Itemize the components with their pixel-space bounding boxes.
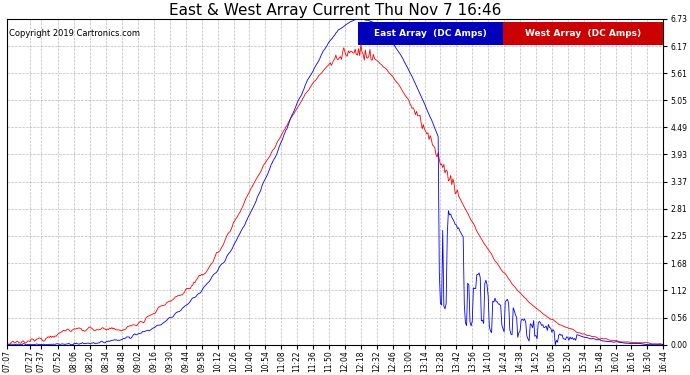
FancyBboxPatch shape — [502, 22, 662, 45]
Title: East & West Array Current Thu Nov 7 16:46: East & West Array Current Thu Nov 7 16:4… — [169, 3, 502, 18]
Text: Copyright 2019 Cartronics.com: Copyright 2019 Cartronics.com — [8, 29, 139, 38]
Text: East Array  (DC Amps): East Array (DC Amps) — [374, 29, 486, 38]
FancyBboxPatch shape — [358, 22, 502, 45]
Text: West Array  (DC Amps): West Array (DC Amps) — [524, 29, 640, 38]
